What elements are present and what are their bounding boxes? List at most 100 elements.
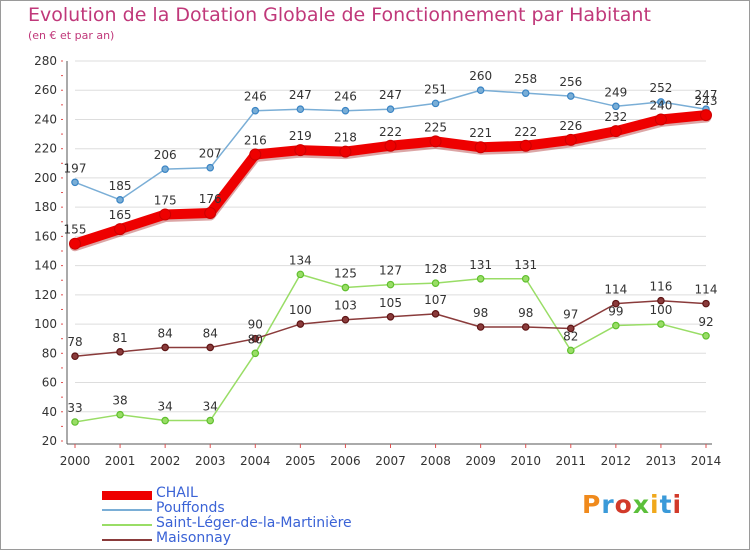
- data-point-pouffonds: [521, 89, 530, 97]
- data-point-pouffonds: [566, 92, 575, 100]
- logo-letter: o: [614, 490, 633, 519]
- data-point-saint-leger: [566, 346, 575, 355]
- data-point-maisonnay: [341, 315, 350, 324]
- data-label-maisonnay: 84: [158, 326, 173, 340]
- data-label-saint-leger: 99: [608, 305, 623, 319]
- data-point-saint-leger: [206, 416, 215, 425]
- y-tick-label: 80: [42, 346, 57, 360]
- data-point-chail: [384, 139, 397, 152]
- data-point-chail: [474, 141, 487, 154]
- data-point-chail: [249, 148, 262, 161]
- data-label-chail: 226: [559, 119, 582, 133]
- x-tick-label: 2010: [510, 454, 541, 468]
- data-point-saint-leger: [657, 320, 665, 328]
- y-tick-label: 280: [34, 54, 57, 68]
- data-label-chail: 232: [604, 110, 627, 124]
- data-label-chail: 222: [379, 125, 402, 139]
- data-label-chail: 176: [199, 192, 222, 206]
- data-point-maisonnay: [116, 348, 124, 356]
- y-tick-label: 240: [34, 112, 57, 126]
- y-tick-label: 220: [34, 142, 57, 156]
- data-label-pouffonds: 247: [695, 88, 718, 102]
- y-tick-label: 40: [42, 405, 57, 419]
- x-tick-label: 2005: [285, 454, 316, 468]
- data-point-pouffonds: [296, 105, 305, 114]
- data-point-chail: [159, 208, 172, 221]
- data-label-chail: 240: [649, 98, 672, 112]
- data-label-saint-leger: 131: [469, 258, 492, 272]
- legend-swatch-maisonnay: [102, 539, 152, 541]
- data-label-pouffonds: 252: [649, 81, 672, 95]
- x-tick-label: 2012: [601, 454, 632, 468]
- data-label-maisonnay: 100: [289, 303, 312, 317]
- data-label-chail: 175: [154, 193, 177, 207]
- data-point-maisonnay: [657, 296, 665, 305]
- data-point-chail: [339, 145, 352, 158]
- x-tick-label: 2008: [420, 454, 451, 468]
- data-point-pouffonds: [657, 98, 665, 106]
- data-point-saint-leger: [702, 331, 710, 340]
- data-label-saint-leger: 82: [563, 329, 578, 343]
- data-label-saint-leger: 125: [334, 267, 357, 281]
- data-label-maisonnay: 105: [379, 296, 402, 310]
- data-label-chail: 219: [289, 129, 312, 143]
- x-tick-label: 2000: [60, 454, 91, 468]
- legend-swatch-saint-leger: [102, 524, 152, 526]
- data-label-maisonnay: 78: [67, 335, 82, 349]
- data-label-maisonnay: 97: [563, 307, 578, 321]
- data-point-maisonnay: [386, 312, 395, 321]
- data-label-saint-leger: 127: [379, 264, 402, 278]
- x-tick-label: 2004: [240, 454, 271, 468]
- y-tick-label: 100: [34, 317, 57, 331]
- data-point-maisonnay: [702, 299, 710, 308]
- x-tick-label: 2014: [691, 454, 722, 468]
- data-label-chail: 165: [109, 208, 132, 222]
- data-label-maisonnay: 90: [248, 318, 263, 332]
- logo-letter: x: [632, 490, 650, 519]
- x-tick-label: 2001: [105, 454, 136, 468]
- data-label-pouffonds: 247: [289, 88, 312, 102]
- data-label-pouffonds: 256: [559, 75, 582, 89]
- data-label-maisonnay: 84: [203, 326, 218, 340]
- data-point-saint-leger: [161, 416, 169, 425]
- axes: [66, 61, 712, 445]
- legend-label-maisonnay: Maisonnay: [156, 530, 232, 546]
- data-label-maisonnay: 98: [518, 306, 533, 320]
- data-point-maisonnay: [521, 323, 530, 331]
- data-label-saint-leger: 128: [424, 262, 447, 276]
- data-point-saint-leger: [296, 270, 305, 279]
- x-tick-label: 2003: [195, 454, 226, 468]
- data-point-pouffonds: [71, 178, 79, 187]
- legend-label-chail: CHAIL: [156, 485, 198, 501]
- data-label-pouffonds: 258: [514, 72, 537, 86]
- chart-subtitle: (en € et par an): [28, 29, 115, 42]
- y-tick-label: 160: [34, 229, 57, 243]
- data-point-saint-leger: [71, 418, 79, 426]
- data-point-pouffonds: [431, 99, 440, 108]
- data-labels: 155 165 175 176 216 219 218 222 225 221 222 226 232 2…: [64, 69, 718, 415]
- data-point-chail: [69, 237, 81, 250]
- data-point-chail: [654, 113, 667, 126]
- data-label-pouffonds: 197: [64, 161, 87, 175]
- data-label-saint-leger: 34: [158, 400, 173, 414]
- data-label-pouffonds: 246: [244, 90, 267, 104]
- data-point-maisonnay: [251, 334, 260, 343]
- logo-letter: i: [650, 490, 660, 519]
- data-point-maisonnay: [431, 310, 440, 318]
- y-tick-label: 180: [34, 200, 57, 214]
- data-label-maisonnay: 114: [604, 283, 627, 297]
- x-tick-label: 2002: [150, 454, 181, 468]
- data-label-pouffonds: 260: [469, 69, 492, 83]
- axis-ticks: 20 40 60 80 100 120 140 160 180 200 220 240 260 280 20…: [34, 54, 721, 468]
- data-point-saint-leger: [386, 280, 395, 289]
- data-point-pouffonds: [612, 102, 620, 111]
- data-label-chail: 216: [244, 134, 267, 148]
- data-label-saint-leger: 92: [698, 315, 713, 329]
- legend-swatch-pouffonds: [102, 509, 152, 511]
- data-label-pouffonds: 247: [379, 88, 402, 102]
- data-point-maisonnay: [206, 343, 215, 352]
- data-point-maisonnay: [476, 323, 485, 331]
- data-point-maisonnay: [71, 352, 79, 361]
- legend-label-saint-leger: Saint-Léger-de-la-Martinière: [156, 515, 352, 531]
